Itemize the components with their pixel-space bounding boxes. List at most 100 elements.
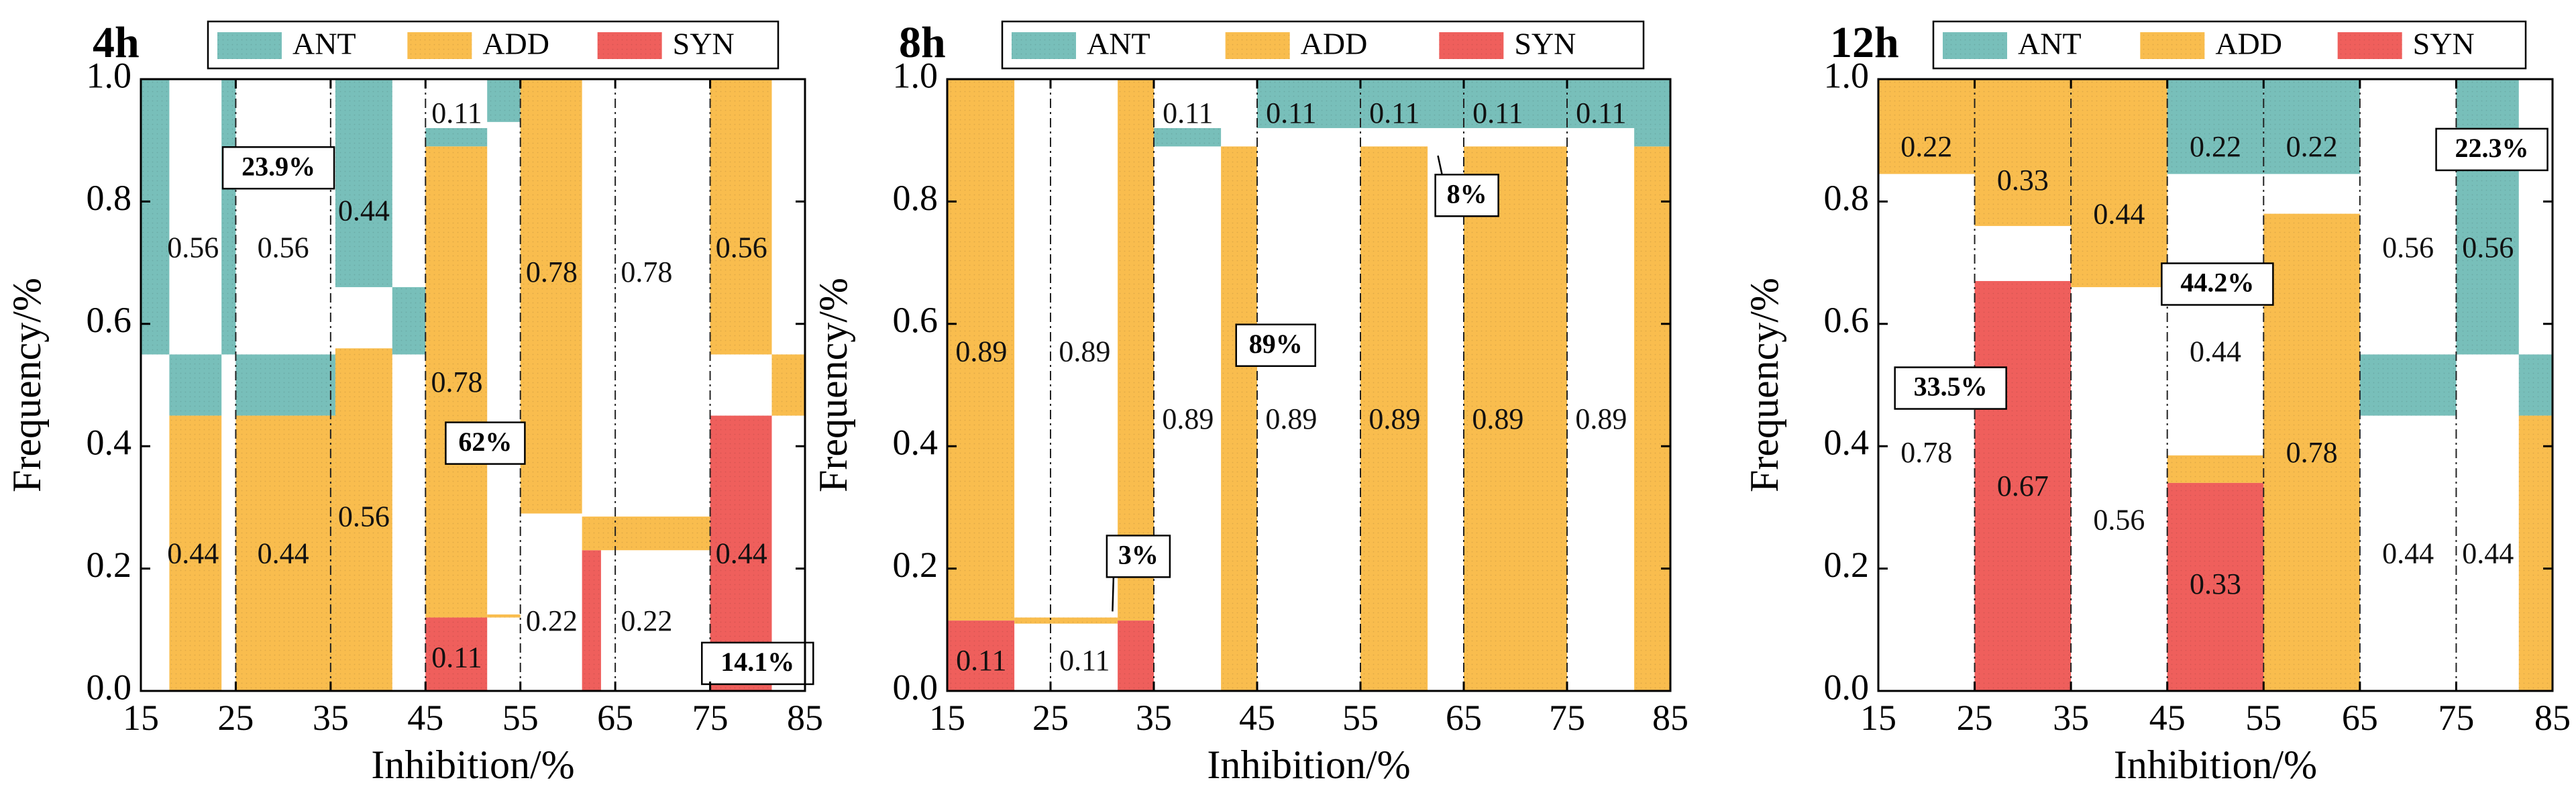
panel-title: 8h — [899, 18, 946, 67]
cell-value-label: 0.22 — [2286, 130, 2338, 163]
cell-texture-15 — [582, 550, 601, 691]
cell-texture-8 — [1360, 146, 1428, 691]
cell-value-label: 0.11 — [1163, 97, 1213, 129]
x-tick-label: 15 — [929, 698, 965, 738]
cell-texture-1 — [1974, 79, 2072, 226]
cell-value-label: 0.67 — [1997, 470, 2049, 502]
annotation-box — [1106, 535, 1171, 578]
cell-texture-2 — [169, 415, 222, 691]
legend-swatch-texture — [1943, 32, 2007, 59]
panel-8h: 0.89 0.89 0.11 0.11 0.11 0.11 0.11 0.11 0.11 0.89… — [811, 18, 1688, 787]
legend-frame — [1932, 20, 2527, 70]
y-tick-label: 0.6 — [1824, 300, 1870, 340]
cell-texture-11 — [1634, 127, 1670, 147]
annotation-box — [221, 146, 335, 190]
panel-title: 4h — [93, 18, 140, 67]
y-tick-label: 1.0 — [893, 55, 938, 95]
cell-texture-6 — [1221, 146, 1257, 691]
cell-value-label: 0.44 — [258, 537, 309, 570]
annotation-box — [701, 641, 814, 686]
x-tick-label: 55 — [1342, 698, 1379, 738]
annotation-box — [1434, 174, 1499, 217]
cell-value-label: 0.33 — [1997, 164, 2049, 197]
cell-value-label: 0.11 — [1059, 644, 1110, 677]
cell-texture-5 — [235, 415, 335, 691]
annotation-box — [2435, 127, 2548, 172]
legend-swatch-texture — [217, 32, 282, 59]
x-tick-label: 45 — [1239, 698, 1275, 738]
cell-texture-13 — [487, 79, 521, 122]
y-tick-label: 0.8 — [87, 178, 132, 218]
x-tick-label: 85 — [1652, 698, 1688, 738]
annotation-label: 44.2% — [2180, 268, 2254, 298]
legend-label-ant: ANT — [1087, 27, 1150, 61]
annotation-box — [2161, 262, 2274, 306]
x-tick-label: 55 — [502, 698, 539, 738]
cell-texture-10 — [1634, 146, 1670, 691]
cell-value-label: 0.89 — [1265, 402, 1317, 435]
annotation-label: 14.1% — [720, 647, 794, 677]
y-axis-title: Frequency/% — [5, 278, 49, 492]
x-tick-label: 15 — [123, 698, 159, 738]
cell-texture-6 — [335, 79, 392, 288]
cell-value-label: 0.11 — [1369, 97, 1419, 129]
legend-swatch-texture — [407, 32, 472, 59]
cell-texture-8 — [2263, 213, 2360, 691]
y-tick-label: 0.8 — [1824, 178, 1870, 218]
cell-texture-4 — [235, 354, 335, 416]
x-axis-title: Inhibition/% — [2114, 743, 2317, 787]
cell-value-label: 0.56 — [167, 231, 219, 264]
cell-value-label: 0.11 — [956, 644, 1006, 677]
cell-texture-10 — [425, 146, 488, 618]
cell-value-label: 0.56 — [716, 231, 767, 264]
x-tick-label: 45 — [2149, 698, 2186, 738]
cell-value-label: 0.11 — [431, 641, 482, 673]
legend-label-ant: ANT — [2018, 27, 2082, 61]
cell-value-label: 0.22 — [526, 604, 578, 637]
cell-texture-6 — [2167, 482, 2264, 691]
x-tick-label: 85 — [787, 698, 823, 738]
y-tick-label: 0.6 — [87, 300, 132, 340]
cell-value-label: 0.44 — [338, 195, 390, 227]
cell-texture-2 — [1974, 280, 2072, 692]
legend-swatch-texture — [1439, 32, 1504, 59]
legend-label-add: ADD — [482, 27, 549, 61]
cell-value-label: 0.56 — [2462, 231, 2514, 264]
cell-value-label: 0.44 — [716, 537, 767, 570]
cell-texture-9 — [425, 127, 488, 147]
cell-value-label: 0.11 — [431, 97, 482, 129]
cell-texture-10 — [2456, 79, 2519, 355]
y-axis-title: Frequency/% — [1742, 278, 1786, 492]
x-tick-label: 45 — [407, 698, 443, 738]
y-tick-label: 1.0 — [87, 55, 132, 95]
cell-texture-0 — [141, 79, 170, 355]
x-tick-label: 75 — [2438, 698, 2474, 738]
cell-texture-3 — [221, 79, 236, 355]
cell-texture-19 — [771, 354, 805, 416]
axes-frame — [1877, 78, 2554, 692]
separator-lines — [235, 79, 711, 691]
cell-value-label: 0.89 — [1368, 402, 1420, 435]
y-tick-label: 0.2 — [1824, 545, 1870, 585]
cell-texture-5 — [2167, 455, 2264, 483]
legend-label-syn: SYN — [2413, 27, 2475, 61]
legend-swatch-texture — [1225, 32, 1290, 59]
legend-swatch-texture — [2337, 32, 2402, 59]
cell-value-label: 0.89 — [1575, 402, 1627, 435]
cell-value-label: 0.78 — [1900, 436, 1952, 469]
x-tick-label: 55 — [2245, 698, 2282, 738]
legend-label-add: ADD — [2215, 27, 2282, 61]
x-tick-label: 65 — [597, 698, 633, 738]
annotation-label: 33.5% — [1914, 372, 1988, 402]
cell-texture-9 — [1464, 146, 1567, 691]
cell-value-label: 0.56 — [258, 231, 309, 264]
annotation-label: 89% — [1249, 329, 1303, 359]
cell-value-label: 0.22 — [1900, 130, 1952, 163]
cell-texture-11 — [2518, 354, 2553, 416]
legend-label-syn: SYN — [1514, 27, 1576, 61]
cell-value-label: 0.89 — [1162, 402, 1214, 435]
cell-texture-11 — [425, 617, 488, 691]
annotation-box — [1894, 366, 2007, 410]
cell-texture-1 — [947, 620, 1015, 691]
